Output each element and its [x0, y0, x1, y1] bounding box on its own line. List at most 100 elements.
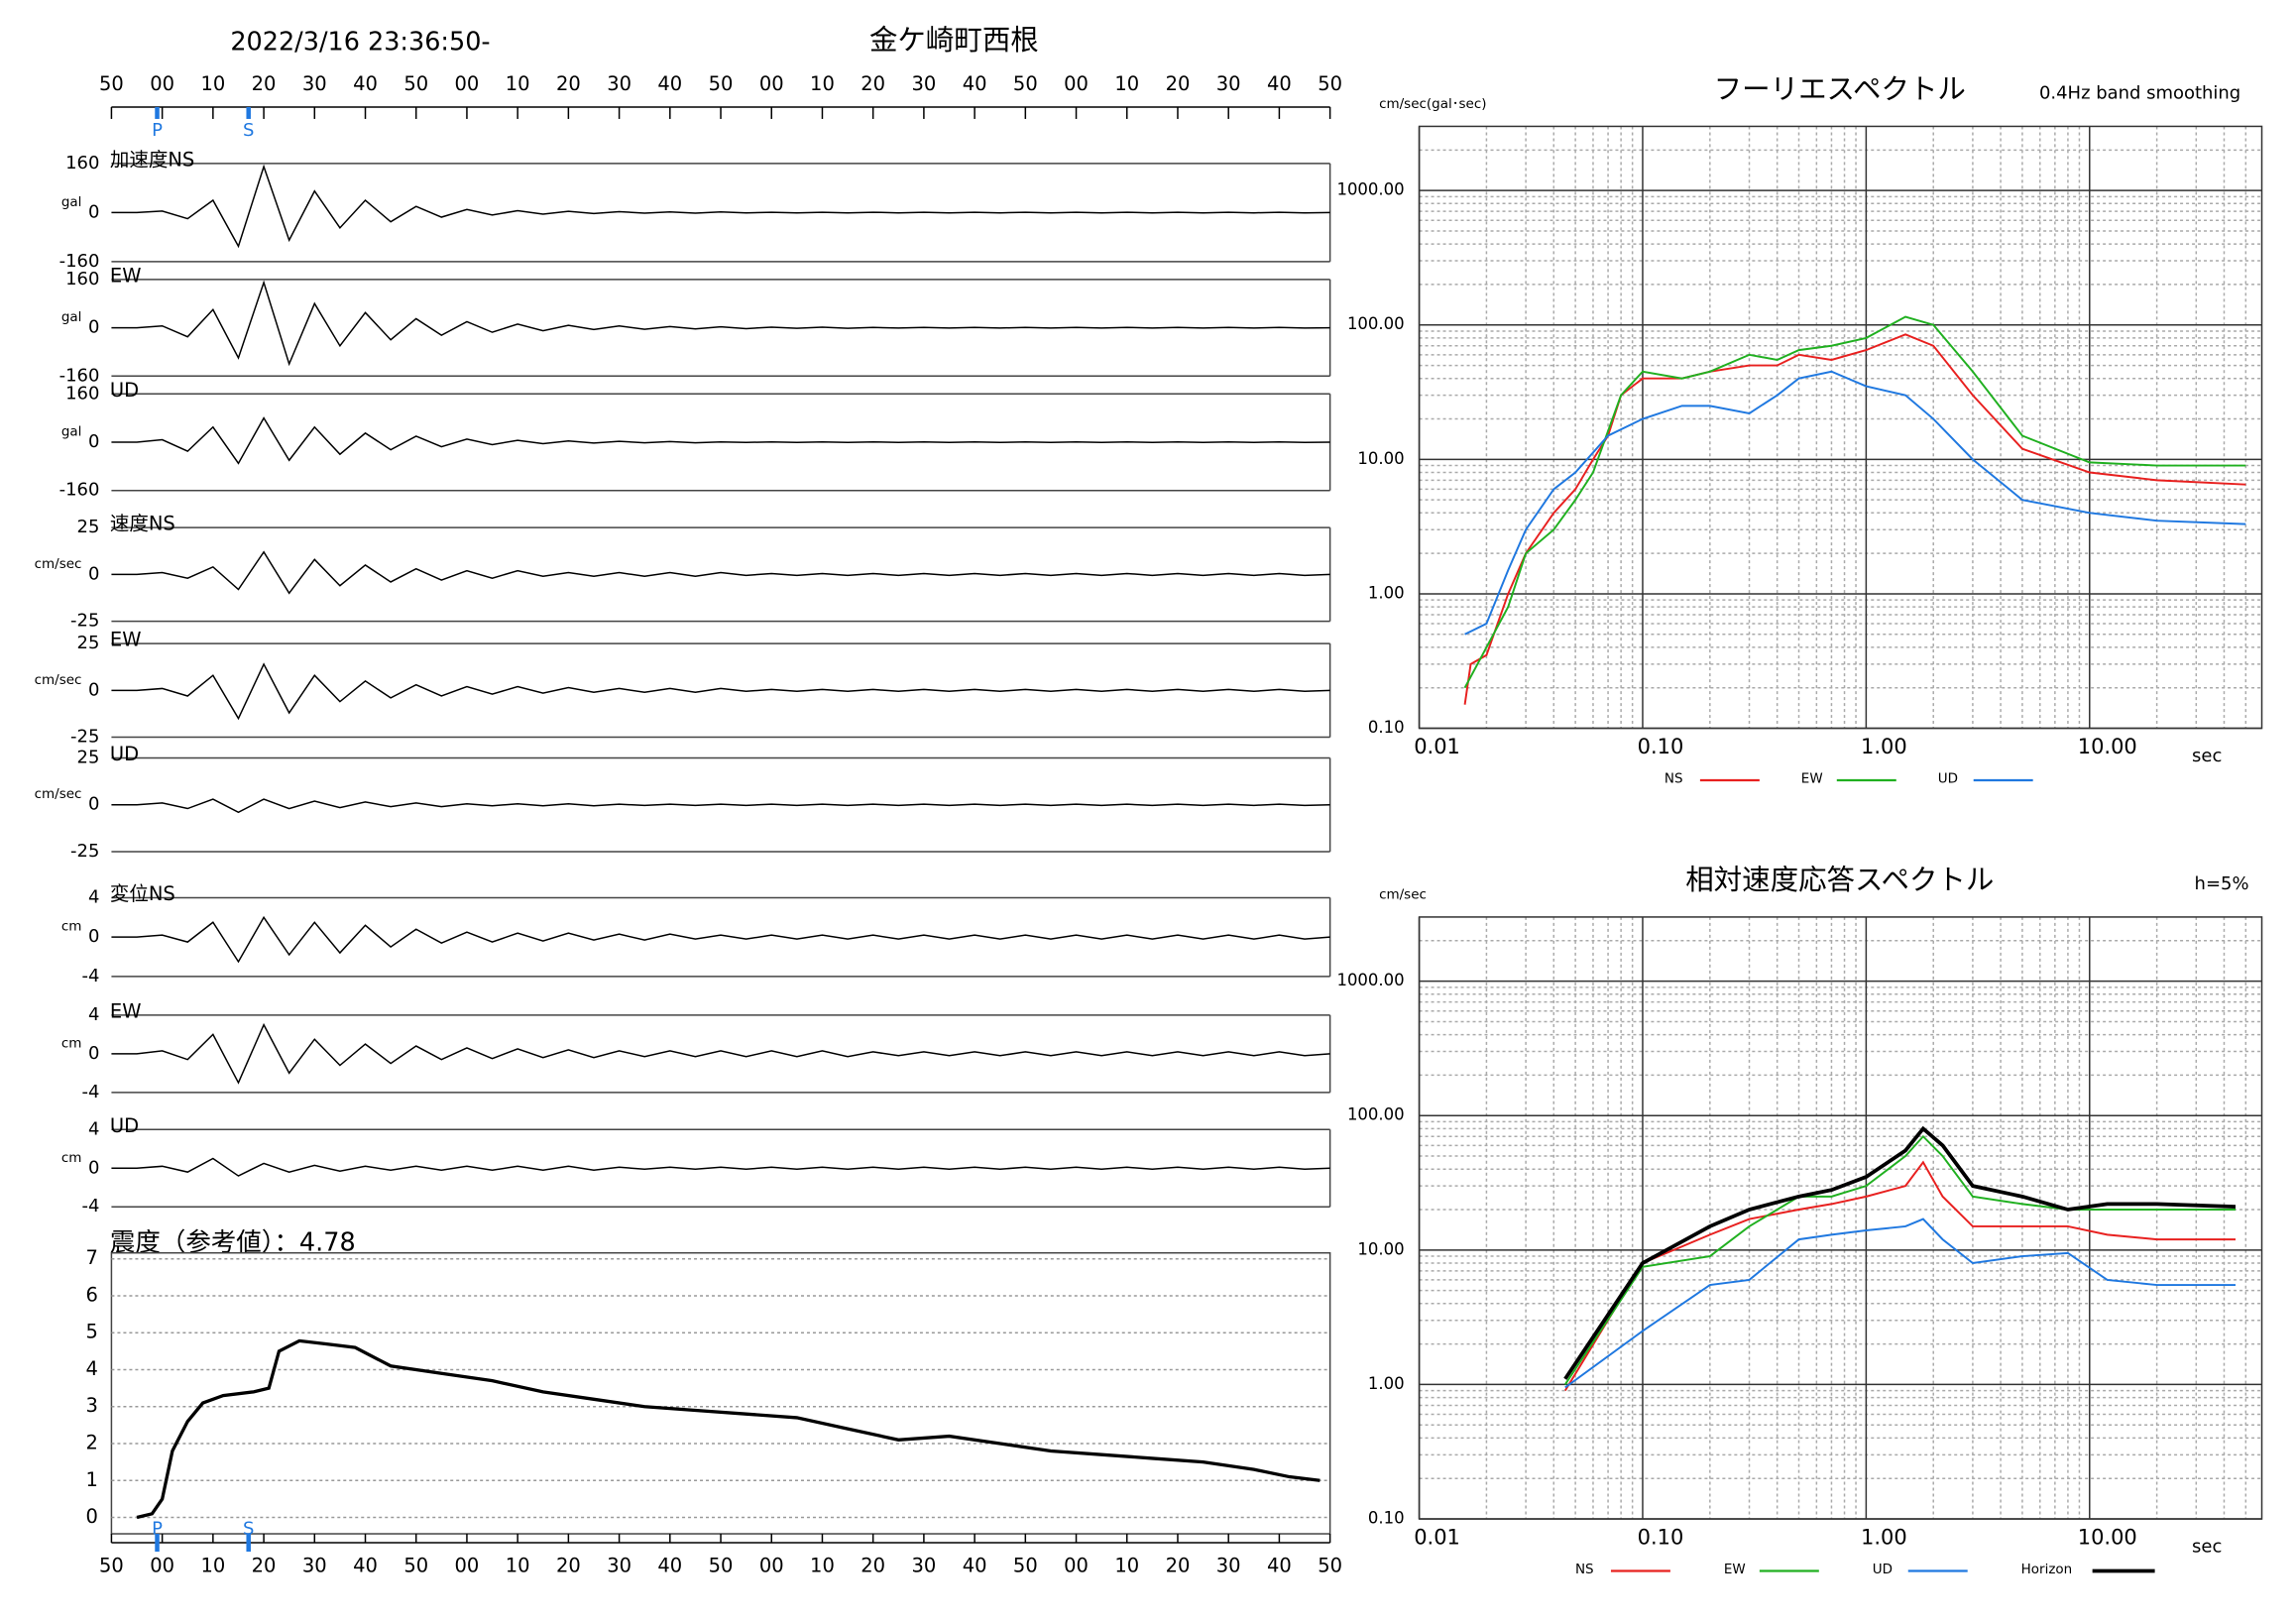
y-tick-label: 4	[88, 1118, 99, 1139]
x-tick-label: 30	[302, 72, 327, 95]
x-tick-label: 0.01	[1414, 1526, 1460, 1550]
x-tick-label: 40	[657, 1555, 682, 1577]
x-tick-label: 00	[150, 72, 174, 95]
x-tick-label: 50	[99, 72, 124, 95]
unit-label: cm	[61, 1035, 82, 1051]
spectrum-curve	[1563, 1160, 2237, 1392]
x-tick-label: 20	[1166, 1555, 1191, 1577]
spectrum-subtitle: h=5%	[2195, 873, 2249, 894]
x-tick-label: 50	[709, 72, 734, 95]
x-tick-label: 00	[455, 72, 480, 95]
x-tick-label: 10	[506, 72, 530, 95]
channel-label: UD	[110, 743, 139, 765]
x-tick-label: 20	[252, 1555, 277, 1577]
spectrum-curve	[1563, 1134, 2237, 1385]
y-tick-label: 0	[88, 1043, 99, 1064]
x-tick-label: 50	[99, 1555, 124, 1577]
unit-label: gal	[61, 309, 82, 325]
spectrum-curve	[1464, 370, 2246, 636]
x-tick-label: 30	[912, 72, 937, 95]
x-tick-label: 50	[1318, 1555, 1342, 1577]
waveform	[111, 915, 1330, 964]
y-tick-label: 0	[88, 201, 99, 222]
y-tick-label: 160	[65, 269, 99, 290]
y-tick-label: 1	[86, 1468, 98, 1491]
y-tick-label: 25	[77, 517, 100, 537]
phase-label: P	[152, 1519, 163, 1540]
spectrum-title: フーリエスペクトル	[1714, 72, 1966, 105]
y-tick-label: 0.10	[1368, 718, 1405, 737]
x-axis-label: sec	[2192, 1537, 2222, 1558]
legend-label: UD	[1873, 1562, 1893, 1577]
y-tick-label: 160	[65, 153, 99, 174]
x-tick-label: 50	[1318, 72, 1342, 95]
channel-label: UD	[110, 379, 139, 402]
y-tick-label: 2	[86, 1432, 98, 1454]
x-tick-label: 20	[252, 72, 277, 95]
y-axis-label: cm/sec(gal･sec)	[1379, 96, 1486, 112]
waveform	[111, 550, 1330, 595]
x-tick-label: 20	[556, 72, 581, 95]
y-tick-label: 100.00	[1347, 1105, 1405, 1124]
legend-label: EW	[1801, 771, 1823, 787]
x-tick-label: 20	[556, 1555, 581, 1577]
x-tick-label: 30	[607, 1555, 631, 1577]
x-tick-label: 10	[200, 1555, 225, 1577]
y-tick-label: 100.00	[1347, 314, 1405, 333]
y-tick-label: 0	[88, 1157, 99, 1178]
y-tick-label: 1.00	[1368, 1374, 1405, 1393]
y-tick-label: 4	[86, 1357, 98, 1380]
plot-border	[1418, 125, 2263, 730]
y-tick-label: 0	[88, 317, 99, 338]
y-tick-label: 0	[88, 563, 99, 584]
panel-border	[110, 1251, 1331, 1535]
y-tick-label: 0	[88, 926, 99, 947]
y-tick-label: 0	[88, 679, 99, 700]
y-tick-label: -25	[70, 727, 99, 748]
x-tick-label: 00	[759, 1555, 784, 1577]
channel-label: UD	[110, 1114, 139, 1137]
y-tick-label: -4	[82, 1082, 100, 1102]
y-tick-label: 1000.00	[1336, 971, 1404, 989]
x-tick-label: 00	[1064, 72, 1089, 95]
y-tick-label: 25	[77, 633, 100, 653]
y-tick-label: 1000.00	[1336, 180, 1404, 199]
y-tick-label: 7	[86, 1246, 98, 1269]
x-tick-label: 10	[810, 72, 835, 95]
spectrum-title: 相対速度応答スペクトル	[1685, 864, 1994, 896]
channel-label: 変位NS	[110, 882, 175, 905]
x-tick-label: 10.00	[2078, 735, 2137, 758]
unit-label: cm/sec	[35, 556, 82, 572]
y-tick-label: 0.10	[1368, 1509, 1405, 1528]
y-tick-label: -160	[59, 480, 100, 501]
y-tick-label: -4	[82, 1196, 100, 1217]
x-tick-label: 10	[506, 1555, 530, 1577]
x-tick-label: 40	[353, 72, 378, 95]
legend-label: Horizon	[2021, 1562, 2073, 1577]
x-tick-label: 00	[455, 1555, 480, 1577]
y-tick-label: 6	[86, 1283, 98, 1306]
channel-label: EW	[110, 999, 142, 1022]
x-tick-label: 50	[403, 72, 428, 95]
x-tick-label: 30	[912, 1555, 937, 1577]
y-tick-label: -160	[59, 365, 100, 386]
x-tick-label: 00	[1064, 1555, 1089, 1577]
x-tick-label: 50	[1013, 72, 1038, 95]
phase-label: S	[243, 120, 254, 141]
x-tick-label: 10	[200, 72, 225, 95]
x-axis-label: sec	[2192, 746, 2222, 766]
x-tick-label: 30	[1216, 1555, 1241, 1577]
waveform	[111, 1157, 1330, 1177]
channel-label: EW	[110, 629, 142, 651]
x-tick-label: 20	[1166, 72, 1191, 95]
spectrum-curve	[1563, 1125, 2237, 1380]
x-tick-label: 00	[150, 1555, 174, 1577]
x-tick-label: 10	[810, 1555, 835, 1577]
x-tick-label: 40	[1267, 1555, 1292, 1577]
y-tick-label: 1.00	[1368, 583, 1405, 602]
x-tick-label: 50	[403, 1555, 428, 1577]
x-tick-label: 10	[1114, 72, 1139, 95]
phase-label: P	[152, 120, 163, 141]
